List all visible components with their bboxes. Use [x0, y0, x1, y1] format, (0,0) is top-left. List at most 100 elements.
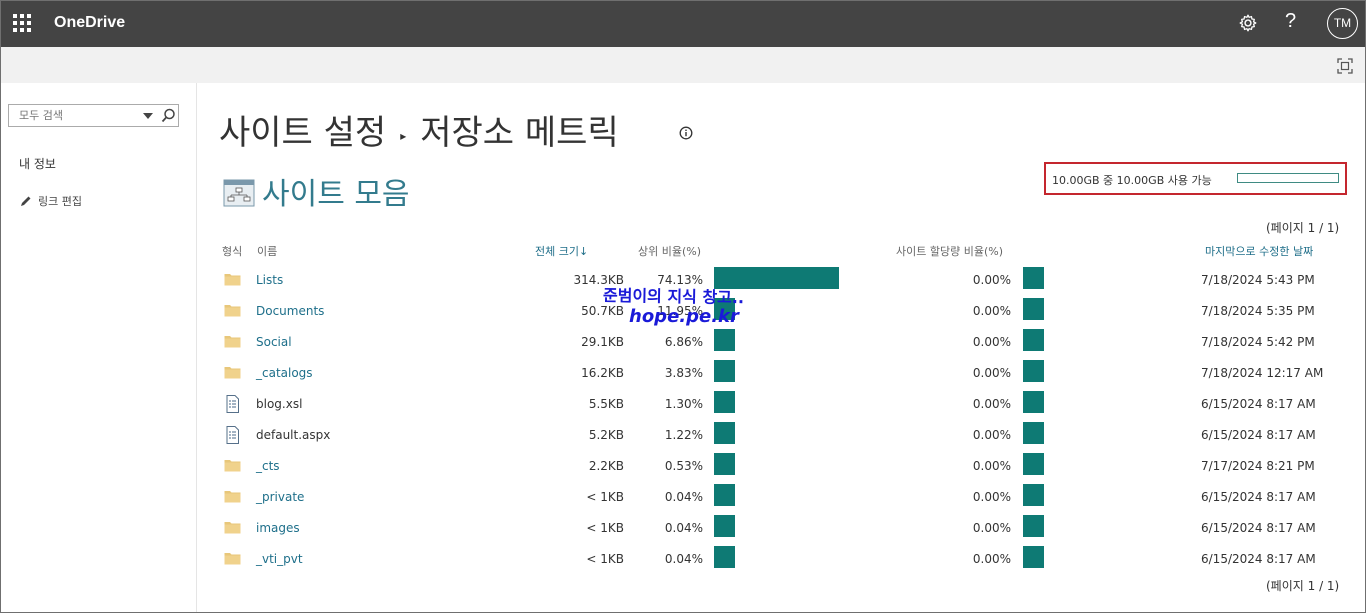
column-header-name: 이름: [257, 245, 278, 258]
command-bar: [1, 47, 1365, 83]
row-site-quota-percent: 0.00%: [972, 552, 1011, 566]
row-site-quota-bar: [1023, 360, 1044, 382]
row-modified-date: 6/15/2024 8:17 AM: [1201, 397, 1316, 411]
row-site-quota-bar: [1023, 267, 1044, 289]
gear-icon[interactable]: [1237, 12, 1259, 34]
row-name[interactable]: _private: [256, 490, 305, 504]
row-size: 5.2KB: [588, 428, 624, 442]
table-row: images < 1KB 0.04% 0.00% 6/15/2024 8:17 AM: [221, 515, 1341, 550]
row-modified-date: 6/15/2024 8:17 AM: [1201, 428, 1316, 442]
row-site-quota-bar: [1023, 546, 1044, 568]
row-modified-date: 6/15/2024 8:17 AM: [1201, 521, 1316, 535]
search-input[interactable]: [9, 105, 139, 126]
folder-icon: [224, 364, 241, 380]
row-parent-percent-bar: [714, 515, 735, 537]
row-parent-percent: 3.83%: [664, 366, 703, 380]
column-header-site-quota-percent: 사이트 할당량 비율(%): [896, 245, 1003, 258]
quota-text: 10.00GB 중 10.00GB 사용 가능: [1052, 174, 1212, 187]
folder-icon: [224, 488, 241, 504]
suite-bar: OneDrive ? TM: [1, 1, 1365, 47]
help-icon[interactable]: ?: [1285, 10, 1297, 32]
breadcrumb-separator-icon: ▸: [400, 128, 407, 143]
row-name[interactable]: images: [256, 521, 300, 535]
row-parent-percent: 0.04%: [664, 490, 703, 504]
folder-icon: [224, 457, 241, 473]
row-site-quota-percent: 0.00%: [972, 335, 1011, 349]
row-site-quota-percent: 0.00%: [972, 428, 1011, 442]
row-modified-date: 6/15/2024 8:17 AM: [1201, 552, 1316, 566]
row-name[interactable]: Social: [256, 335, 292, 349]
section-title: 사이트 모음: [262, 177, 410, 212]
page-title: 사이트 설정 ▸ 저장소 메트릭: [219, 105, 619, 154]
row-parent-percent: 1.22%: [664, 428, 703, 442]
row-parent-percent-bar: [714, 484, 735, 506]
search-icon[interactable]: [160, 107, 177, 124]
row-site-quota-percent: 0.00%: [972, 397, 1011, 411]
row-site-quota-bar: [1023, 484, 1044, 506]
row-modified-date: 6/15/2024 8:17 AM: [1201, 490, 1316, 504]
row-name[interactable]: Documents: [256, 304, 325, 318]
row-name[interactable]: _vti_pvt: [256, 552, 303, 566]
folder-icon: [224, 550, 241, 566]
edit-links-label: 링크 편집: [38, 195, 82, 208]
table-row: blog.xsl 5.5KB 1.30% 0.00% 6/15/2024 8:17 AM: [221, 391, 1341, 426]
pager-top: (페이지 1 / 1): [1266, 221, 1340, 235]
edit-links-link[interactable]: 링크 편집: [20, 193, 82, 209]
breadcrumb-site-settings[interactable]: 사이트 설정: [219, 113, 387, 153]
watermark-line-1: 준범이의 지식 창고..: [602, 285, 745, 308]
brand-name[interactable]: OneDrive: [54, 14, 126, 31]
row-parent-percent-bar: [714, 453, 735, 475]
row-parent-percent: 0.04%: [664, 521, 703, 535]
row-name[interactable]: _cts: [256, 459, 280, 473]
row-site-quota-percent: 0.00%: [972, 366, 1011, 380]
row-size: 29.1KB: [581, 335, 624, 349]
row-parent-percent: 0.04%: [664, 552, 703, 566]
pager-bottom: (페이지 1 / 1): [1266, 579, 1340, 593]
table-row: Social 29.1KB 6.86% 0.00% 7/18/2024 5:42 PM: [221, 329, 1341, 364]
row-parent-percent-bar: [714, 360, 735, 382]
row-site-quota-bar: [1023, 453, 1044, 475]
folder-icon: [224, 333, 241, 349]
row-modified-date: 7/18/2024 5:35 PM: [1201, 304, 1315, 318]
search-box: [8, 104, 179, 127]
row-size: 2.2KB: [588, 459, 624, 473]
column-header-parent-percent: 상위 비율(%): [638, 245, 702, 258]
avatar[interactable]: TM: [1327, 8, 1358, 39]
row-name: default.aspx: [256, 428, 331, 442]
search-scope-dropdown-icon[interactable]: [143, 113, 153, 119]
row-site-quota-bar: [1023, 422, 1044, 444]
quota-indicator: 10.00GB 중 10.00GB 사용 가능: [1044, 162, 1347, 195]
nav-item-my-info[interactable]: 내 정보: [19, 157, 56, 171]
quota-bar: [1237, 173, 1339, 183]
site-collection-icon: [223, 179, 255, 207]
column-header-total-size[interactable]: 전체 크기↓: [535, 245, 589, 258]
row-size: < 1KB: [586, 552, 624, 566]
row-parent-percent-bar: [714, 329, 735, 351]
row-parent-percent: 74.13%: [657, 273, 703, 287]
row-size: < 1KB: [586, 490, 624, 504]
document-icon: [224, 395, 241, 413]
table-row: _catalogs 16.2KB 3.83% 0.00% 7/18/2024 12:17…: [221, 360, 1341, 395]
folder-icon: [224, 271, 241, 287]
info-icon[interactable]: [679, 126, 693, 140]
app-launcher-icon[interactable]: [13, 14, 31, 32]
pencil-icon: [21, 196, 31, 206]
row-site-quota-bar: [1023, 298, 1044, 320]
row-parent-percent-bar: [714, 267, 839, 289]
row-site-quota-bar: [1023, 391, 1044, 413]
table-row: _vti_pvt < 1KB 0.04% 0.00% 6/15/2024 8:17 AM: [221, 546, 1341, 581]
focus-mode-icon[interactable]: [1337, 58, 1353, 74]
table-row: _private < 1KB 0.04% 0.00% 6/15/2024 8:17 AM: [221, 484, 1341, 519]
folder-icon: [224, 302, 241, 318]
document-icon: [224, 426, 241, 444]
row-size: 16.2KB: [581, 366, 624, 380]
row-modified-date: 7/18/2024 12:17 AM: [1201, 366, 1324, 380]
row-parent-percent: 6.86%: [664, 335, 703, 349]
table-row: _cts 2.2KB 0.53% 0.00% 7/17/2024 8:21 PM: [221, 453, 1341, 488]
column-header-last-modified[interactable]: 마지막으로 수정한 날짜: [1205, 245, 1314, 258]
row-name[interactable]: _catalogs: [256, 366, 313, 380]
column-header-type: 형식: [222, 245, 243, 258]
row-name[interactable]: Lists: [256, 273, 284, 287]
row-parent-percent: 1.30%: [664, 397, 703, 411]
